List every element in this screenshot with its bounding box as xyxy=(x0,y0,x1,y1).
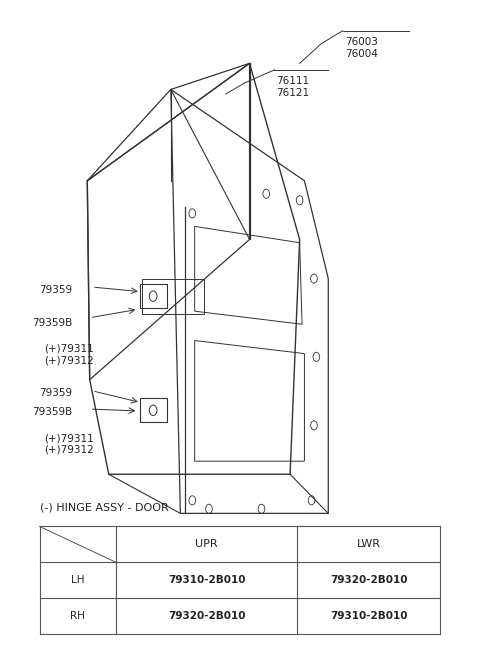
Text: (+)79311
(+)79312: (+)79311 (+)79312 xyxy=(44,433,94,455)
Text: 76111
76121: 76111 76121 xyxy=(276,77,309,98)
Text: (-) HINGE ASSY - DOOR: (-) HINGE ASSY - DOOR xyxy=(39,502,168,512)
Text: 79310-2B010: 79310-2B010 xyxy=(330,611,408,621)
Text: 79310-2B010: 79310-2B010 xyxy=(168,575,245,585)
Text: 76003
76004: 76003 76004 xyxy=(345,37,378,59)
Text: 79359B: 79359B xyxy=(33,407,72,417)
Text: 79320-2B010: 79320-2B010 xyxy=(168,611,245,621)
Text: 79359B: 79359B xyxy=(33,318,72,328)
Text: RH: RH xyxy=(70,611,85,621)
Text: LH: LH xyxy=(71,575,84,585)
Text: (+)79311
(+)79312: (+)79311 (+)79312 xyxy=(44,344,94,365)
Text: 79359: 79359 xyxy=(39,388,72,398)
Text: UPR: UPR xyxy=(195,539,218,550)
Text: 79320-2B010: 79320-2B010 xyxy=(330,575,408,585)
Text: LWR: LWR xyxy=(357,539,381,550)
Text: 79359: 79359 xyxy=(39,285,72,295)
